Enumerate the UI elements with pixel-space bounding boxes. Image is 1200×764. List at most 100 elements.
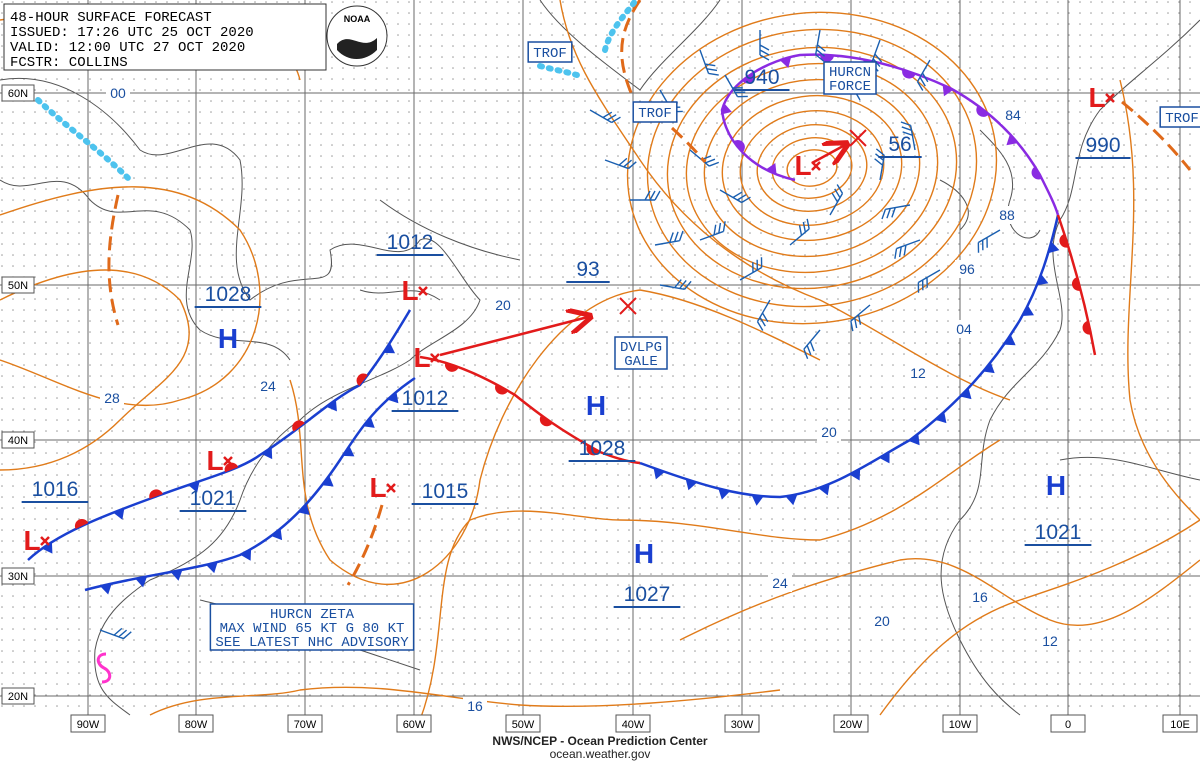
lon-label: 40W: [622, 719, 645, 731]
front-line: [27, 309, 412, 561]
front-triangle: [785, 494, 798, 506]
center-x: [40, 536, 50, 546]
front-triangle: [326, 399, 337, 412]
barb-glyph: [917, 269, 941, 293]
troughs: [35, 0, 1192, 586]
wind-barb: [589, 109, 621, 124]
lon-label: 10W: [949, 719, 972, 731]
barb-glyph: [659, 279, 692, 291]
pressure-center: H: [218, 323, 238, 354]
center-x: [386, 483, 396, 493]
front-symbol: [1059, 233, 1069, 248]
header-line: FCSTR: COLLINS: [10, 55, 128, 71]
wind-barb: [630, 190, 661, 201]
motion-arrow: [439, 317, 588, 357]
lon-label-box: [1162, 714, 1198, 733]
barb-glyph: [589, 109, 621, 124]
contour-label: 12: [1042, 633, 1058, 649]
front-triangle: [342, 445, 355, 457]
occluded-symbol: [779, 56, 792, 68]
front-symbol: [849, 468, 861, 481]
pressure-label: 1016: [32, 478, 79, 501]
front-symbol: [1022, 305, 1034, 316]
wind-barb: [874, 148, 886, 181]
contour-label-bg: [1038, 632, 1062, 650]
front-triangle: [1003, 334, 1016, 346]
trough-line: [670, 126, 707, 163]
center-x: [430, 353, 440, 363]
pressure-label: 1012: [387, 231, 434, 254]
lat-label-box: [1, 687, 35, 705]
label-box: [1159, 106, 1200, 128]
contour-label: 00: [110, 85, 126, 101]
front-symbol: [322, 475, 334, 487]
header-line: VALID: 12:00 UTC 27 OCT 2020: [10, 40, 245, 56]
front-symbol: [356, 373, 368, 387]
lon-label: 20W: [840, 719, 863, 731]
pressure-center: H: [634, 538, 654, 569]
front-symbol: [539, 415, 553, 427]
front-semicircle: [74, 519, 89, 529]
front-triangle: [960, 387, 972, 400]
header-box: 48-HOUR SURFACE FORECAST ISSUED: 17:26 U…: [3, 3, 388, 71]
pressure-center: L: [23, 525, 40, 556]
lat-label: 50N: [8, 280, 28, 292]
wind-barb: [917, 269, 941, 293]
front-semicircle: [1059, 233, 1069, 248]
pressure-center: L: [1088, 82, 1105, 113]
front-symbol: [820, 54, 835, 62]
isobar-ring: [646, 28, 978, 308]
front-symbol: [1036, 274, 1049, 286]
front-symbol: [188, 481, 200, 493]
center-x: [418, 286, 428, 296]
occluded-symbol: [765, 163, 777, 175]
contour-label: 84: [1005, 107, 1021, 123]
front-symbol: [326, 399, 337, 412]
contour-label-bg: [106, 84, 130, 102]
front-semicircle: [292, 420, 305, 432]
trough-line: [620, 0, 642, 96]
wind-barb: [900, 121, 916, 151]
box-label-line: TROF: [1165, 111, 1199, 127]
front-symbol: [902, 69, 916, 79]
front-line: [419, 355, 641, 465]
front-triangle: [261, 447, 273, 460]
header-frame: [3, 3, 327, 71]
front-symbol: [1003, 334, 1016, 346]
pressure-label: 940: [744, 66, 779, 89]
front-symbol: [742, 72, 755, 84]
front-symbol: [765, 163, 777, 175]
wind-barb: [850, 304, 871, 332]
front-symbol: [586, 444, 600, 456]
front-symbol: [292, 420, 305, 432]
box-label-line: SEE LATEST NHC ADVISORY: [215, 635, 409, 651]
occluded-symbol: [942, 84, 954, 97]
contour-label: 04: [956, 321, 972, 337]
lon-label-box: [724, 714, 760, 733]
front-symbol: [240, 549, 252, 561]
barb-glyph: [724, 74, 748, 98]
pressure-label: 1027: [624, 583, 671, 606]
front-triangle: [205, 562, 218, 574]
pressure-center: L: [794, 150, 811, 181]
front-semicircle: [495, 384, 509, 395]
barb-glyph: [659, 89, 683, 113]
footer-line: NWS/NCEP - Ocean Prediction Center: [492, 734, 707, 748]
trough-line: [346, 504, 384, 586]
front-triangle: [879, 451, 890, 464]
front-symbol: [1071, 277, 1081, 291]
lon-label-box: [178, 714, 214, 733]
label-box: [209, 603, 415, 651]
front-semicircle: [356, 373, 368, 387]
trough-dots: [35, 97, 133, 183]
contour-label-bg: [995, 206, 1019, 224]
wind-barb: [654, 230, 684, 246]
center-x: [1105, 93, 1115, 103]
front-semicircle: [1071, 277, 1081, 291]
lon-label-box: [287, 714, 323, 733]
front-symbol: [445, 362, 459, 372]
front-triangle: [653, 467, 665, 480]
barb-glyph: [604, 157, 637, 170]
contour-label-bg: [906, 364, 930, 382]
wind-barb: [881, 204, 911, 220]
